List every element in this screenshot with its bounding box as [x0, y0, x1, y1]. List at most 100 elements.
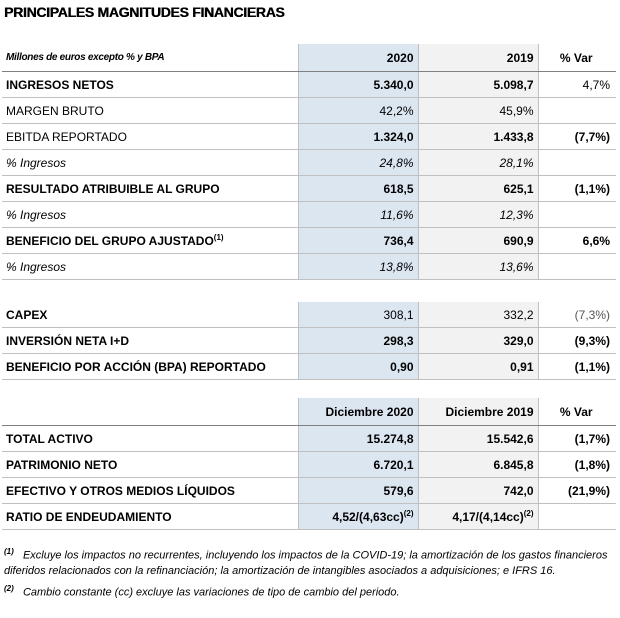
value-cell: (1,8%)	[537, 451, 616, 478]
value-cell: 0,90	[297, 353, 418, 380]
value-cell	[537, 503, 616, 530]
value: 0,91	[510, 359, 534, 374]
label-text: TOTAL ACTIVO	[6, 431, 93, 446]
row-label: BENEFICIO DEL GRUPO AJUSTADO(1)	[2, 227, 298, 254]
value-cell: 329,0	[417, 327, 538, 354]
label-text: CAPEX	[6, 307, 48, 322]
label-text: % Ingresos	[6, 207, 67, 222]
value-cell: 6.720,1	[297, 451, 418, 478]
row: INGRESOS NETOS 5.340,0 5.098,7 4,7%	[2, 71, 616, 98]
data-table: CAPEX 308,1 332,2 (7,3%) INVERSIÓN NETA I+D 2…	[2, 302, 616, 380]
value: 13,6%	[499, 259, 534, 274]
label-text: INVERSIÓN NETA I+D	[6, 333, 130, 348]
value-cell: (1,7%)	[537, 425, 616, 452]
footnote: (1) Excluye los impactos no recurrentes,…	[4, 544, 610, 579]
value-cell: 6.845,8	[417, 451, 538, 478]
value-cell: 0,91	[417, 353, 538, 380]
value-cell: 1.324,0	[297, 123, 418, 150]
row: PATRIMONIO NETO 6.720,1 6.845,8 (1,8%)	[2, 451, 616, 478]
value: 4,7%	[582, 77, 610, 92]
row-label: INVERSIÓN NETA I+D	[2, 327, 298, 354]
row-label: BENEFICIO POR ACCIÓN (BPA) REPORTADO	[2, 353, 298, 380]
value: 5.098,7	[493, 77, 534, 92]
row-label: PATRIMONIO NETO	[2, 451, 298, 478]
value: 15.274,8	[366, 431, 414, 446]
value: 11,6%	[380, 207, 414, 222]
value-cell: (7,3%)	[537, 302, 616, 328]
header-row: Diciembre 2020 Diciembre 2019% Var	[2, 398, 616, 426]
footnote-text: Excluye los impactos no recurrentes, inc…	[4, 549, 608, 577]
note-mark: (2)	[403, 509, 414, 518]
value-cell: 13,6%	[417, 253, 538, 280]
value: 298,3	[383, 333, 414, 348]
label-text: % Ingresos	[6, 155, 67, 170]
value-cell: 11,6%	[297, 201, 418, 228]
value: 618,5	[383, 181, 414, 196]
row-label: % Ingresos	[2, 201, 298, 228]
label-text: RATIO DE ENDEUDAMIENTO	[6, 509, 172, 524]
label-text: INGRESOS NETOS	[6, 77, 114, 92]
label-text: MARGEN BRUTO	[6, 103, 104, 118]
data-table: Diciembre 2020 Diciembre 2019% Var TOTAL A…	[2, 398, 616, 530]
row: % Ingresos 13,8% 13,6%	[2, 253, 616, 280]
value-cell: 4,52/(4,63cc)(2)	[297, 503, 418, 530]
value-cell: 298,3	[297, 327, 418, 354]
value: (1,1%)	[574, 181, 610, 196]
row: EBITDA REPORTADO 1.324,0 1.433,8 (7,7%)	[2, 123, 616, 150]
value: (7,3%)	[574, 307, 610, 322]
value-cell: 618,5	[297, 175, 418, 202]
value: 42,2%	[379, 103, 414, 118]
value-cell	[537, 97, 616, 124]
value-cell: 6,6%	[537, 227, 616, 254]
value-cell: 28,1%	[417, 149, 538, 176]
value: 625,1	[503, 181, 534, 196]
value: 736,4	[383, 233, 414, 248]
value-cell: 579,6	[297, 477, 418, 504]
row-label: RESULTADO ATRIBUIBLE AL GRUPO	[2, 175, 298, 202]
footnote-text: Cambio constante (cc) excluye las variac…	[22, 586, 400, 599]
title: PRINCIPALES MAGNITUDES FINANCIERAS	[4, 4, 285, 20]
label-text: BENEFICIO DEL GRUPO AJUSTADO	[6, 234, 214, 248]
value-cell: 13,8%	[297, 253, 418, 280]
row-label: INGRESOS NETOS	[2, 71, 298, 98]
note-mark: (2)	[523, 509, 534, 518]
value: 4,52/(4,63cc)	[332, 510, 404, 524]
row: INVERSIÓN NETA I+D 298,3 329,0 (9,3%)	[2, 327, 616, 354]
value: 6,6%	[582, 233, 610, 248]
value: 690,9	[503, 233, 534, 248]
value: (1,7%)	[574, 431, 610, 446]
row-label: CAPEX	[2, 302, 298, 328]
value: 12,3%	[499, 207, 534, 222]
value-cell: 45,9%	[417, 97, 538, 124]
value: 1.433,8	[493, 129, 534, 144]
header-cell: 2020	[297, 44, 418, 72]
row: BENEFICIO POR ACCIÓN (BPA) REPORTADO 0,90…	[2, 353, 616, 380]
value: 6.845,8	[493, 457, 534, 472]
header-cell: Diciembre 2019	[417, 398, 538, 426]
value-cell: 736,4	[297, 227, 418, 254]
value: (9,3%)	[574, 333, 610, 348]
value-cell: 12,3%	[417, 201, 538, 228]
value-cell	[537, 149, 616, 176]
label-text: PATRIMONIO NETO	[6, 457, 118, 472]
value: 332,2	[503, 307, 534, 322]
value: 579,6	[383, 483, 414, 498]
value-cell: 24,8%	[297, 149, 418, 176]
row-label: MARGEN BRUTO	[2, 97, 298, 124]
value-cell	[537, 253, 616, 280]
footnote: (2) Cambio constante (cc) excluye las va…	[4, 581, 610, 601]
header-cell: 2019	[417, 44, 538, 72]
value: 329,0	[503, 333, 534, 348]
footnotes: (1) Excluye los impactos no recurrentes,…	[4, 544, 610, 602]
value-cell: 1.433,8	[417, 123, 538, 150]
value-cell: (1,1%)	[537, 353, 616, 380]
value: 28,1%	[499, 155, 534, 170]
value-cell: (21,9%)	[537, 477, 616, 504]
value-cell: 742,0	[417, 477, 538, 504]
value: (21,9%)	[567, 483, 610, 498]
value: 1.324,0	[373, 129, 414, 144]
header-row: Millones de euros excepto % y BPA 2020 201…	[2, 44, 616, 72]
value-cell: 308,1	[297, 302, 418, 328]
value-cell: (7,7%)	[537, 123, 616, 150]
